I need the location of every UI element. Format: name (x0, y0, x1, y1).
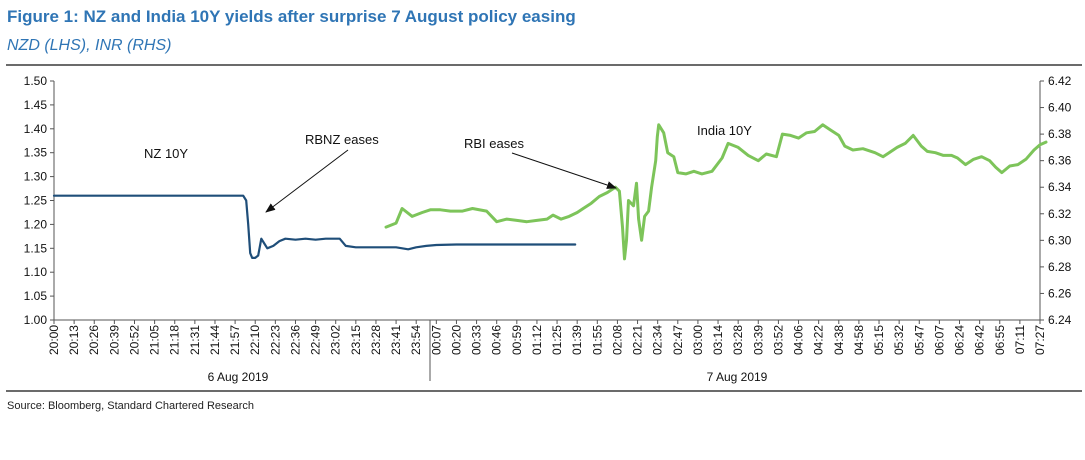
bottom-rule (6, 390, 1082, 392)
x-tick-label: 23:54 (409, 325, 423, 355)
left-tick-label: 1.05 (24, 289, 48, 303)
x-tick-label: 22:36 (288, 325, 302, 355)
right-tick-label: 6.24 (1048, 313, 1072, 327)
x-tick-label: 04:58 (852, 325, 866, 355)
right-axis-ticks: 6.24 6.26 6.28 6.30 6.32 6.34 6.36 6.38 6.40 6.42 (1040, 74, 1072, 327)
x-tick-label: 02:21 (631, 325, 645, 355)
annotation-layer: NZ 10Y India 10Y RBNZ eases RBI eases (144, 123, 752, 213)
india-10y-label: India 10Y (697, 123, 752, 138)
x-tick-label: 01:25 (550, 325, 564, 355)
x-tick-label: 02:47 (671, 325, 685, 355)
x-tick-label: 00:59 (510, 325, 524, 355)
x-tick-label: 21:05 (148, 325, 162, 355)
x-tick-label: 06:55 (993, 325, 1007, 355)
x-tick-label: 06:24 (953, 325, 967, 355)
x-tick-label: 01:12 (530, 325, 544, 355)
x-tick-label: 22:49 (309, 325, 323, 355)
x-tick-label: 22:10 (248, 325, 262, 355)
rbnz-eases-arrow (265, 149, 349, 213)
right-tick-label: 6.30 (1048, 233, 1072, 247)
india-10y-line (384, 123, 1048, 261)
left-axis-ticks: 1.00 1.05 1.10 1.15 1.20 1.25 1.30 1.35 1.40 1.45… (24, 74, 54, 327)
x-tick-label: 20:26 (87, 325, 101, 355)
x-tick-label: 04:22 (812, 325, 826, 355)
x-tick-label: 22:23 (268, 325, 282, 355)
x-tick-label: 20:13 (67, 325, 81, 355)
x-tick-label: 04:06 (792, 325, 806, 355)
x-tick-label: 21:44 (208, 325, 222, 355)
left-tick-label: 1.35 (24, 146, 48, 160)
left-tick-label: 1.10 (24, 265, 48, 279)
left-tick-label: 1.30 (24, 170, 48, 184)
x-tick-label: 03:28 (731, 325, 745, 355)
x-tick-label: 03:14 (711, 325, 725, 355)
x-tick-label: 06:07 (932, 325, 946, 355)
x-tick-label: 20:52 (127, 325, 141, 355)
left-tick-label: 1.25 (24, 194, 48, 208)
figure-title: Figure 1: NZ and India 10Y yields after … (7, 7, 576, 26)
nz-10y-line (52, 194, 577, 259)
left-tick-label: 1.45 (24, 98, 48, 112)
x-tick-label: 21:31 (188, 325, 202, 355)
x-tick-label: 04:38 (832, 325, 846, 355)
x-tick-label: 23:28 (369, 325, 383, 355)
right-tick-label: 6.26 (1048, 286, 1072, 300)
left-tick-label: 1.50 (24, 74, 48, 88)
x-tick-label: 03:39 (751, 325, 765, 355)
x-tick-label: 00:20 (449, 325, 463, 355)
rbnz-eases-label: RBNZ eases (305, 132, 379, 147)
top-rule (6, 64, 1082, 66)
x-tick-label: 01:55 (590, 325, 604, 355)
x-tick-label: 03:52 (771, 325, 785, 355)
right-tick-label: 6.38 (1048, 127, 1072, 141)
x-tick-label: 20:00 (47, 325, 61, 355)
left-tick-label: 1.20 (24, 217, 48, 231)
rbi-eases-label: RBI eases (464, 136, 524, 151)
x-tick-label: 20:39 (107, 325, 121, 355)
left-tick-label: 1.00 (24, 313, 48, 327)
right-tick-label: 6.42 (1048, 74, 1072, 88)
x-tick-label: 00:07 (429, 325, 443, 355)
right-tick-label: 6.36 (1048, 154, 1072, 168)
x-tick-label: 05:15 (872, 325, 886, 355)
x-tick-label: 00:46 (490, 325, 504, 355)
x-tick-label: 07:11 (1013, 325, 1027, 354)
rbi-eases-arrow (511, 152, 617, 189)
x-tick-label: 23:02 (329, 325, 343, 355)
right-tick-label: 6.32 (1048, 207, 1072, 221)
x-tick-label: 02:08 (610, 325, 624, 355)
x-tick-label: 23:41 (389, 325, 403, 355)
x-tick-label: 01:39 (570, 325, 584, 355)
figure-subtitle: NZD (LHS), INR (RHS) (7, 37, 172, 54)
right-tick-label: 6.28 (1048, 260, 1072, 274)
left-tick-label: 1.40 (24, 122, 48, 136)
date-label: 7 Aug 2019 (707, 370, 768, 384)
x-tick-label: 05:32 (892, 325, 906, 355)
date-label: 6 Aug 2019 (208, 370, 269, 384)
x-tick-label: 23:15 (349, 325, 363, 355)
source-note: Source: Bloomberg, Standard Chartered Re… (7, 400, 255, 412)
x-tick-label: 05:47 (912, 325, 926, 355)
x-tick-label: 06:42 (973, 325, 987, 355)
right-tick-label: 6.34 (1048, 180, 1072, 194)
x-tick-label: 21:57 (228, 325, 242, 355)
x-tick-label: 00:33 (470, 325, 484, 355)
x-tick-label: 07:27 (1033, 325, 1047, 355)
nz-10y-label: NZ 10Y (144, 146, 188, 161)
x-tick-label: 03:00 (691, 325, 705, 355)
x-axis-ticks: 20:00 20:13 20:26 20:39 20:52 21:05 21:18 21:31… (47, 320, 1047, 384)
right-tick-label: 6.40 (1048, 101, 1072, 115)
series-layer (52, 123, 1048, 261)
yield-chart: 1.00 1.05 1.10 1.15 1.20 1.25 1.30 1.35 1.40 1.45… (24, 74, 1072, 384)
x-tick-label: 21:18 (168, 325, 182, 355)
left-tick-label: 1.15 (24, 241, 48, 255)
x-tick-label: 02:34 (651, 325, 665, 355)
